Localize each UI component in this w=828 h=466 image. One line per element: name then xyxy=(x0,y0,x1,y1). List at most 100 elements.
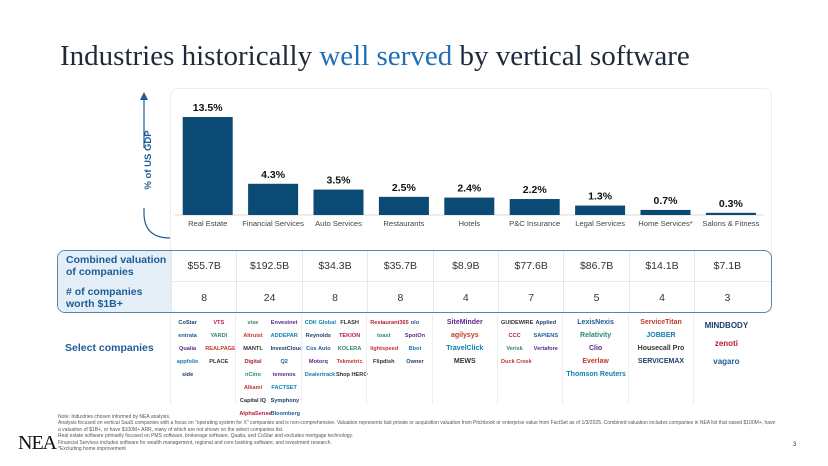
company-logo: Restaurant365 xyxy=(370,320,409,326)
logo-column: MINDBODY zenoti vagaro xyxy=(693,314,758,404)
nea-logo: NEA xyxy=(18,432,57,454)
company-logo: Shop HERO xyxy=(335,372,368,378)
logo-column: ServiceTitan JOBBER Housecall Pro SERVICEMA… xyxy=(627,314,693,404)
y-axis-arrow xyxy=(138,92,171,239)
company-logo: Applied xyxy=(535,320,557,326)
company-logo: Dealertrack xyxy=(304,372,336,378)
count-row-label: # of companies worth $1B+ xyxy=(58,281,171,312)
category-label: Legal Services xyxy=(575,219,625,228)
page-title: Industries historically well served by v… xyxy=(60,40,690,72)
valuation-cell: $34.3B xyxy=(301,251,367,281)
company-logo: YARDI xyxy=(210,333,228,339)
page-number: 3 xyxy=(793,442,797,448)
company-logo: CoStar xyxy=(178,320,197,326)
data-label: 2.5% xyxy=(392,182,417,194)
company-logo: Capital IQ xyxy=(239,398,267,404)
bar xyxy=(313,189,364,215)
company-logo: Digital xyxy=(244,359,262,365)
count-cell: 4 xyxy=(628,281,694,312)
count-cell: 8 xyxy=(301,281,367,312)
logo-column: GUIDEWIRE Applied CCC SAPIENS Verisk Vertafor… xyxy=(497,314,562,404)
logo-column: LexisNexis Relativity Clio Everlaw Thomson R… xyxy=(562,314,627,404)
company-logo: side xyxy=(181,372,194,378)
company-logo: JOBBER xyxy=(646,332,676,339)
company-logo: MEWS xyxy=(453,358,476,365)
company-logo: Tekmetric xyxy=(336,359,363,365)
company-logo: AlphaSense xyxy=(239,411,272,417)
company-logo: Thomson Reuters xyxy=(566,371,626,378)
company-logo: Cox Auto xyxy=(306,346,331,352)
company-logo: Vertafore xyxy=(533,346,558,352)
bar xyxy=(248,183,299,215)
note: Analysis focused on vertical SaaS compan… xyxy=(58,420,776,433)
company-logo: Q2 xyxy=(280,359,288,365)
company-logo: Flipdish xyxy=(373,359,395,365)
category-label: Auto Services xyxy=(315,219,362,228)
company-logo: SpotOn xyxy=(404,333,426,339)
company-logo: olo xyxy=(410,320,420,326)
company-logo: vagaro xyxy=(713,357,740,366)
data-label: 2.4% xyxy=(457,183,482,195)
valuation-cell: $77.6B xyxy=(498,251,563,281)
count-cell: 3 xyxy=(694,281,759,312)
company-logo: toast xyxy=(377,333,391,339)
logo-column: vise Envestnet Altruist ADDEPAR MANTL InvestC… xyxy=(235,314,303,417)
company-logo: Bbot xyxy=(408,346,422,352)
note: Note: Industries chosen informed by NEA … xyxy=(58,414,171,420)
company-logo: Altruist xyxy=(243,333,263,339)
company-logo: FLASH xyxy=(340,320,359,326)
note: Real estate software primarily focused o… xyxy=(58,433,354,440)
valuation-cell: $14.1B xyxy=(628,251,694,281)
company-logo: Verisk xyxy=(506,346,523,352)
note: Financial Services includes software for… xyxy=(58,439,332,446)
note: *Excluding home improvement xyxy=(58,446,126,453)
company-logo: Symphony xyxy=(270,398,300,404)
company-logo: agilysys xyxy=(450,332,479,339)
count-cell: 24 xyxy=(236,281,301,312)
data-label: 2.2% xyxy=(523,184,548,196)
company-logo: VTS xyxy=(213,320,225,326)
company-logo: appfolio xyxy=(176,359,199,365)
company-logo: Alkami xyxy=(243,385,263,391)
bar-chart: 13.5% Real Estate 4.3% Financial Services 3.… xyxy=(175,102,764,228)
bar xyxy=(705,212,756,215)
data-label: 4.3% xyxy=(261,169,286,181)
logo-column: CDK Global FLASH Reynolds TEKION Cox Auto KOL… xyxy=(300,314,368,404)
company-logo: ServiceTitan xyxy=(640,319,682,326)
company-logo: nCino xyxy=(245,372,261,378)
y-axis-label: % of US GDP xyxy=(142,130,154,190)
data-label: 3.5% xyxy=(327,175,352,187)
company-logo: Everlaw xyxy=(582,358,609,365)
valuation-cell: $55.7B xyxy=(171,251,236,281)
company-logo: Duck Creek xyxy=(501,359,532,365)
valuation-row-label: Combined valuation of companies xyxy=(58,251,171,281)
valuation-cell: $86.7B xyxy=(563,251,628,281)
data-label: 0.3% xyxy=(719,198,744,210)
bar xyxy=(182,117,233,215)
company-logo: Envestnet xyxy=(270,320,298,326)
category-label: Home Services* xyxy=(638,219,692,228)
bar xyxy=(444,197,495,215)
count-cell: 7 xyxy=(498,281,563,312)
company-logo: ADDEPAR xyxy=(270,333,298,339)
company-logo: TEKION xyxy=(339,333,361,339)
logo-column: Restaurant365 olo toast SpotOn lightspeed Bbo… xyxy=(366,314,431,404)
company-logo: CCC xyxy=(508,333,521,339)
category-label: Salons & Fitness xyxy=(702,219,759,228)
count-cell: 4 xyxy=(432,281,498,312)
company-logo: KOLERA xyxy=(337,346,362,352)
company-logo: entrata xyxy=(178,333,197,339)
count-cell: 8 xyxy=(367,281,432,312)
bar xyxy=(509,199,560,215)
company-logo: Qualia xyxy=(179,346,197,352)
company-logo: Owner xyxy=(406,359,424,365)
valuation-cell: $192.5B xyxy=(236,251,301,281)
company-logo: LexisNexis xyxy=(577,319,614,326)
company-logo: Clio xyxy=(588,345,603,352)
company-logo: InvestCloud xyxy=(270,346,303,352)
logo-column: SiteMinder agilysys TravelClick MEWS xyxy=(431,314,497,404)
company-logo: MANTL xyxy=(243,346,263,352)
company-logo: lightspeed xyxy=(370,346,399,352)
data-label: 13.5% xyxy=(193,102,223,114)
company-logo: Motorq xyxy=(308,359,328,365)
